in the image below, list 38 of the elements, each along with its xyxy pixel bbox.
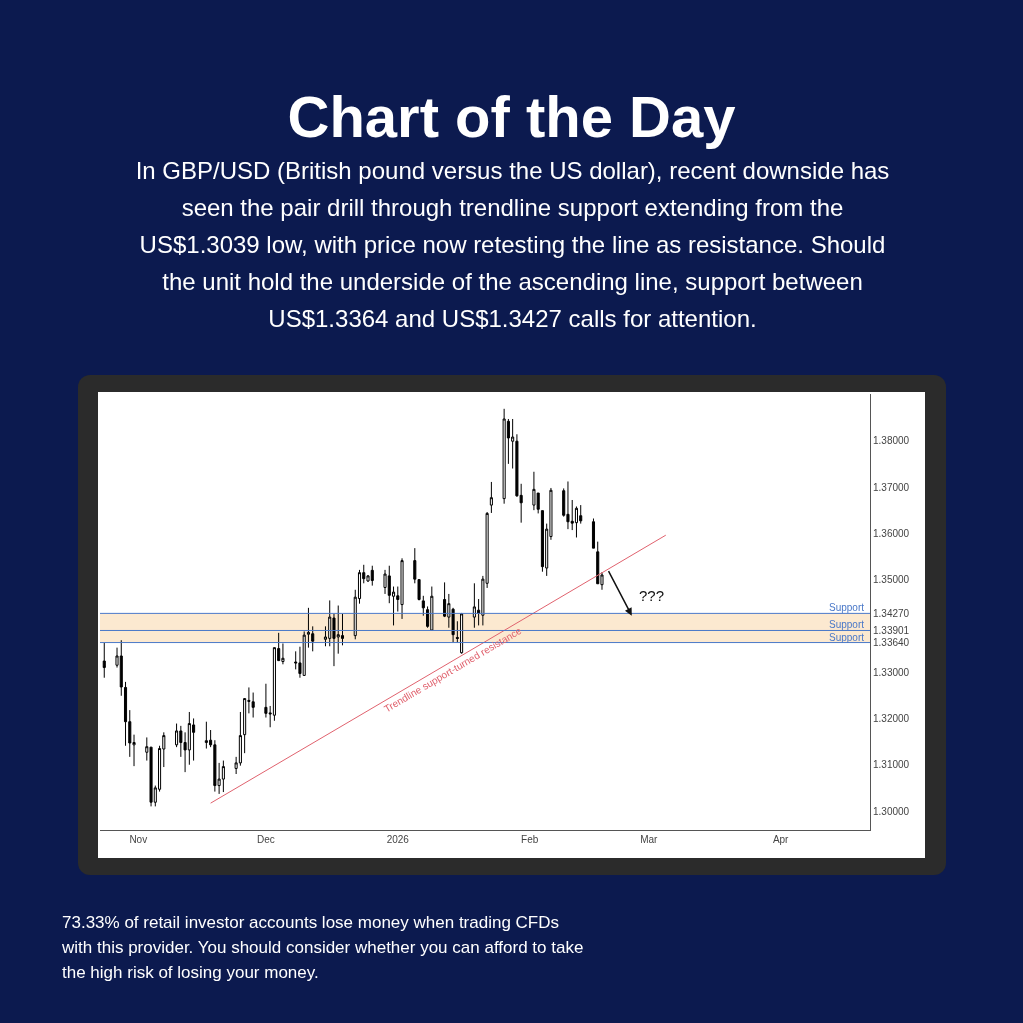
candlestick (370, 565, 374, 587)
candlestick (540, 510, 544, 573)
candlestick (489, 481, 493, 514)
annotation: ??? (639, 587, 665, 604)
candlestick (421, 595, 425, 617)
candlestick (532, 471, 536, 511)
candlestick (400, 557, 404, 620)
y-tick-label: 1.36000 (873, 527, 910, 539)
y-tick-label: 1.37000 (873, 481, 910, 493)
ref-line-label: Support (829, 602, 865, 613)
y-tick-label: 1.33901 (873, 624, 910, 636)
y-tick-label: 1.38000 (873, 435, 910, 447)
x-tick-label: Feb (521, 834, 539, 845)
x-tick-label: Mar (640, 834, 659, 845)
candlestick (221, 760, 225, 793)
x-tick-label: Apr (772, 834, 790, 845)
y-tick-label: 1.31000 (873, 759, 910, 771)
chart-subtitle: In GBP/USD (British pound versus the US dollar), recent downside has seen the pair drill through trendline support extending from the US$1.3039 low, with price now retesting the line as resistance. Should the unit hold the underside of the ascending line, support between US$1.3364 and US$1.3427 calls for attention. (135, 156, 890, 334)
candlestick (102, 642, 106, 679)
ref-line-label: Support (829, 619, 865, 630)
y-tick-label: 1.35000 (873, 574, 910, 586)
chart-title: Chart of the Day (286, 83, 737, 151)
text: 73.33% of retail investor accounts lose money when trading CFDs with this provider. You should consider whether you can afford to take the high risk of losing your money. (62, 912, 585, 984)
candlestick (591, 518, 596, 549)
y-tick-label: 1.32000 (873, 712, 910, 724)
x-tick-label: Dec (257, 834, 275, 845)
ref-line-label: Support (829, 632, 865, 643)
y-tick-label: 1.33000 (873, 666, 910, 678)
y-tick-label: 1.33640 (873, 637, 910, 649)
candlestick (204, 721, 208, 750)
x-tick-label: 2026 (386, 834, 410, 845)
y-tick-label: 1.34270 (873, 607, 910, 619)
candlestick (430, 586, 434, 631)
candlestick (472, 582, 476, 629)
candlestick (502, 408, 506, 505)
y-tick-label: 1.30000 (873, 805, 910, 817)
x-tick-label: Nov (129, 834, 148, 845)
candlestick (566, 480, 570, 530)
